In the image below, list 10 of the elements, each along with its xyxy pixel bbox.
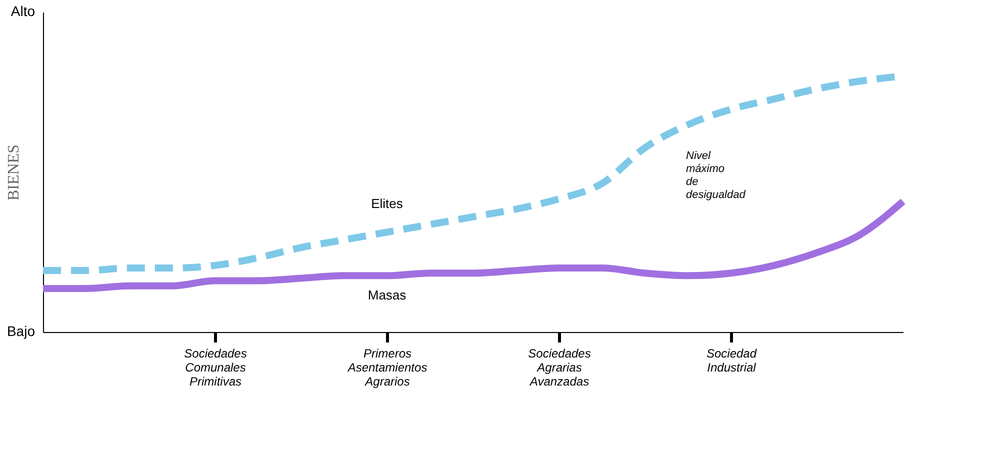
x-tick-label: Sociedades Agrarias Avanzadas — [528, 346, 591, 388]
text: Bajo — [6, 323, 36, 339]
x-tick-label: Primeros Asentamientos Agrarios — [346, 346, 428, 388]
annotation: Nivel máximo de desigualdad — [686, 150, 746, 201]
series-label: Masas — [368, 288, 407, 303]
y-axis-title: BIENES — [6, 144, 22, 200]
text: Alto — [10, 3, 36, 19]
x-tick-label: Sociedad Industrial — [706, 346, 757, 374]
x-tick-label: Sociedades Comunales Primitivas — [184, 346, 247, 388]
series-label: Elites — [371, 196, 404, 212]
